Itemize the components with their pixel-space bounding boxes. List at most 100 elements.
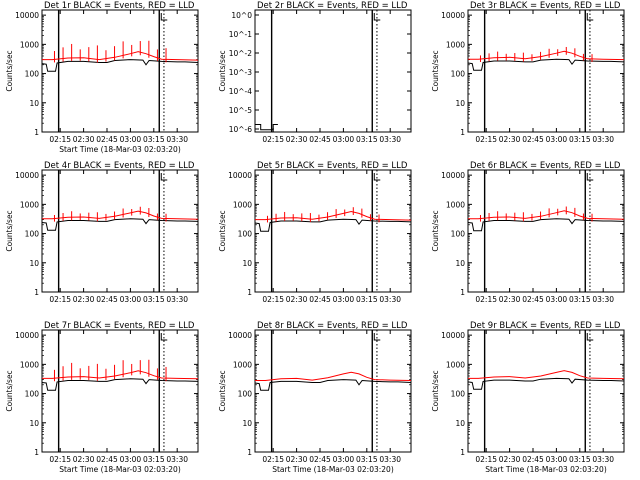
- panel-title: Det 8r BLACK = Events, RED = LLD: [257, 321, 408, 331]
- x-tick-label: 02:45: [309, 135, 331, 144]
- y-tick-label: 1000: [446, 40, 465, 49]
- x-tick-label: 02:15: [49, 295, 71, 304]
- plot-frame: [467, 9, 625, 133]
- y-tick-label: 10^0: [231, 11, 252, 20]
- plot-frame: [254, 9, 412, 133]
- panel-det-1: Det 1r BLACK = Events, RED = LLD 1 10 100 10…: [5, 1, 199, 154]
- x-tick-label: 03:15: [569, 135, 591, 144]
- y-tick-label: 1: [247, 448, 252, 457]
- x-tick-label: 02:30: [499, 135, 521, 144]
- y-tick-label: 10: [242, 259, 252, 268]
- y-axis-title: Counts/sec: [5, 370, 14, 411]
- series-lld: [42, 370, 199, 380]
- x-tick-label: 02:30: [499, 455, 521, 464]
- y-axis-title: Counts/sec: [218, 50, 227, 91]
- x-tick-label: 03:00: [546, 135, 568, 144]
- x-tick-label: 02:45: [522, 135, 544, 144]
- y-tick-label: 10000: [228, 171, 252, 180]
- panel-title: Det 9r BLACK = Events, RED = LLD: [470, 321, 621, 331]
- x-tick-label: 03:30: [166, 135, 188, 144]
- x-tick-label: 03:00: [120, 295, 142, 304]
- y-tick-label: 10000: [15, 171, 39, 180]
- x-tick-label: 02:45: [522, 455, 544, 464]
- y-tick-label: 10^-4: [229, 87, 253, 96]
- panel-det-4: Det 4r BLACK = Events, RED = LLD 1 10 100 10…: [5, 161, 199, 304]
- panel-title: Det 5r BLACK = Events, RED = LLD: [257, 161, 408, 171]
- panel-title: Det 2r BLACK = Events, RED = LLD: [257, 1, 408, 11]
- y-tick-label: 100: [238, 230, 253, 239]
- y-tick-label: 100: [451, 390, 466, 399]
- series-events: [467, 377, 625, 390]
- y-tick-label: 10: [242, 419, 252, 428]
- y-tick-label: 1000: [446, 200, 465, 209]
- x-axis-title: Start Time (18-Mar-03 02:03:20): [59, 465, 181, 474]
- x-axis-title: Start Time (18-Mar-03 02:03:20): [485, 465, 607, 474]
- y-tick-label: 10: [29, 419, 39, 428]
- y-tick-label: 10: [29, 259, 39, 268]
- x-tick-label: 03:00: [120, 135, 142, 144]
- x-tick-label: 02:45: [309, 295, 331, 304]
- x-tick-label: 03:00: [120, 455, 142, 464]
- y-tick-label: 100: [25, 390, 40, 399]
- x-tick-label: 03:30: [166, 295, 188, 304]
- y-tick-label: 10: [455, 419, 465, 428]
- plot-frame: [41, 9, 199, 133]
- x-tick-label: 02:30: [286, 135, 308, 144]
- x-tick-label: 03:30: [379, 135, 401, 144]
- series-lld: [42, 51, 199, 61]
- plot-frame: [467, 169, 625, 293]
- segment-marker: [160, 173, 168, 181]
- segment-marker: [586, 333, 594, 341]
- x-tick-label: 02:15: [475, 135, 497, 144]
- x-tick-label: 03:00: [333, 455, 355, 464]
- x-tick-label: 03:15: [569, 295, 591, 304]
- panel-det-2: Det 2r BLACK = Events, RED = LLD 10^-6 10^…: [218, 1, 412, 144]
- x-tick-label: 03:30: [592, 455, 614, 464]
- series-lld: [255, 371, 412, 381]
- x-tick-label: 02:15: [49, 455, 71, 464]
- x-tick-label: 02:45: [96, 135, 118, 144]
- y-tick-label: 1000: [20, 40, 39, 49]
- plot-frame: [41, 169, 199, 293]
- x-tick-label: 02:30: [286, 295, 308, 304]
- panel-det-5: Det 5r BLACK = Events, RED = LLD 1 10 100 10…: [218, 161, 412, 304]
- x-tick-label: 02:15: [262, 455, 284, 464]
- x-tick-label: 03:30: [166, 455, 188, 464]
- y-tick-label: 10000: [15, 331, 39, 340]
- x-tick-label: 02:45: [522, 295, 544, 304]
- y-tick-label: 10000: [228, 331, 252, 340]
- x-tick-label: 03:00: [333, 295, 355, 304]
- x-tick-label: 03:00: [546, 295, 568, 304]
- x-tick-label: 02:15: [475, 455, 497, 464]
- series-lld: [468, 210, 625, 220]
- panel-det-8: Det 8r BLACK = Events, RED = LLD 1 10 100 10…: [218, 321, 412, 474]
- y-axis-title: Counts/sec: [431, 50, 440, 91]
- y-tick-label: 1000: [233, 200, 252, 209]
- y-tick-label: 100: [25, 230, 40, 239]
- y-tick-label: 100: [451, 70, 466, 79]
- x-tick-label: 03:15: [356, 135, 378, 144]
- x-tick-label: 03:30: [592, 295, 614, 304]
- segment-marker: [586, 173, 594, 181]
- series-events: [41, 378, 199, 391]
- series-events: [254, 379, 412, 391]
- y-tick-label: 1000: [446, 360, 465, 369]
- series-events: [467, 218, 625, 232]
- y-tick-label: 100: [25, 70, 40, 79]
- y-tick-label: 10: [29, 99, 39, 108]
- y-tick-label: 10^-5: [229, 106, 253, 115]
- x-tick-label: 03:15: [143, 295, 165, 304]
- x-tick-label: 03:15: [143, 135, 165, 144]
- y-tick-label: 10000: [441, 171, 465, 180]
- panel-det-7: Det 7r BLACK = Events, RED = LLD 1 10 100 10…: [5, 321, 199, 474]
- plot-frame: [41, 329, 199, 453]
- y-tick-label: 10000: [441, 11, 465, 20]
- x-tick-label: 03:00: [333, 135, 355, 144]
- segment-marker: [586, 13, 594, 21]
- y-axis-title: Counts/sec: [5, 50, 14, 91]
- x-tick-label: 02:45: [96, 455, 118, 464]
- series-events: [41, 218, 199, 231]
- x-tick-label: 02:30: [73, 135, 95, 144]
- panel-title: Det 7r BLACK = Events, RED = LLD: [44, 321, 195, 331]
- series-events: [41, 59, 199, 72]
